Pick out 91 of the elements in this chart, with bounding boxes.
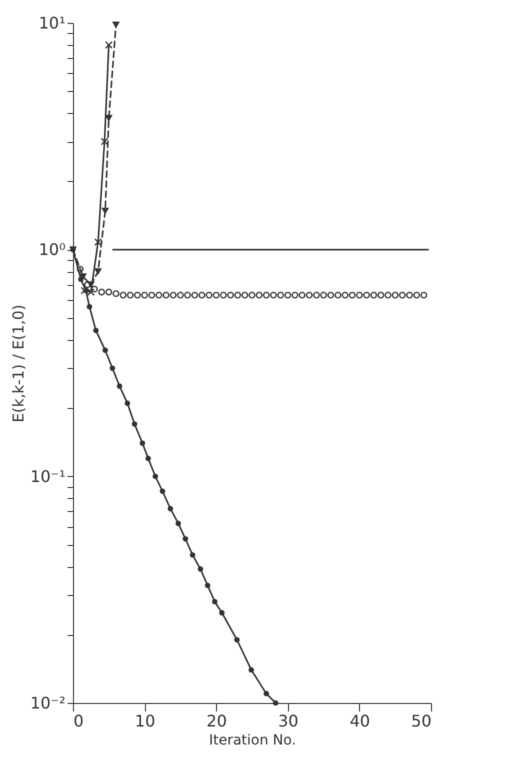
- x-axis-title: Iteration No.: [208, 732, 296, 748]
- x-tick-label: 50: [411, 712, 432, 730]
- point: [132, 421, 138, 427]
- point: [176, 520, 181, 526]
- point: [342, 292, 348, 299]
- point: [126, 292, 134, 299]
- point: [270, 292, 277, 299]
- point: [148, 292, 156, 299]
- point: [134, 292, 141, 299]
- y-tick-label: 10⁰: [38, 240, 66, 260]
- point: [219, 610, 225, 616]
- point: [212, 598, 218, 604]
- point: [93, 328, 99, 334]
- point: [94, 238, 102, 246]
- point: [76, 266, 84, 273]
- point: [284, 292, 292, 299]
- point: [198, 292, 206, 299]
- x-tick-label: 0: [74, 712, 84, 730]
- point: [248, 667, 254, 673]
- point: [87, 281, 95, 288]
- point: [184, 292, 191, 299]
- y-tick-label: 10⁻²: [30, 694, 66, 712]
- point: [264, 690, 270, 696]
- x-tick-label: 30: [278, 712, 298, 730]
- point: [277, 292, 284, 299]
- point: [94, 268, 102, 275]
- point: [227, 292, 234, 299]
- point: [298, 292, 306, 299]
- point: [248, 292, 256, 299]
- point: [98, 288, 106, 296]
- point: [116, 383, 122, 389]
- y-axis-title: E(k,k-1) / E(1,0): [9, 304, 28, 422]
- point: [256, 292, 263, 299]
- point: [102, 348, 108, 353]
- point: [313, 292, 320, 299]
- point: [120, 292, 127, 299]
- point: [100, 138, 108, 146]
- point: [220, 292, 227, 299]
- point: [156, 292, 162, 299]
- point: [398, 292, 406, 299]
- point: [334, 292, 342, 299]
- point: [162, 292, 170, 299]
- point: [112, 22, 120, 28]
- point: [105, 288, 112, 296]
- x-tick-label: 20: [206, 712, 227, 730]
- point: [413, 292, 420, 299]
- point: [370, 292, 378, 299]
- point: [84, 281, 91, 288]
- point: [152, 474, 158, 480]
- x-tick-label: 10: [134, 712, 156, 730]
- point: [212, 292, 220, 299]
- point: [177, 292, 184, 299]
- point: [141, 292, 148, 299]
- y-tick-label: 10⁻¹: [30, 466, 66, 486]
- point: [168, 506, 174, 512]
- point: [406, 292, 413, 299]
- point: [86, 304, 92, 310]
- point: [320, 292, 327, 299]
- point: [377, 292, 384, 299]
- point: [140, 440, 146, 446]
- point: [420, 292, 428, 299]
- point: [348, 292, 356, 299]
- point: [327, 292, 334, 299]
- point: [104, 41, 113, 49]
- point: [206, 292, 212, 299]
- point: [292, 292, 298, 299]
- point: [145, 456, 151, 462]
- point: [91, 286, 98, 292]
- point: [262, 292, 270, 299]
- point: [392, 292, 399, 299]
- point: [234, 292, 242, 299]
- point: [124, 400, 130, 406]
- point: [356, 292, 363, 299]
- point: [198, 566, 204, 572]
- point: [112, 290, 120, 297]
- point: [170, 292, 177, 299]
- point: [241, 292, 248, 299]
- x-tick-label: 40: [350, 712, 370, 730]
- point: [384, 292, 392, 299]
- point: [191, 292, 198, 299]
- point: [272, 700, 278, 706]
- point: [110, 365, 116, 371]
- point: [190, 552, 196, 558]
- point: [306, 292, 313, 299]
- y-tick-label: 10¹: [38, 14, 66, 32]
- point: [234, 637, 240, 643]
- point: [160, 488, 166, 494]
- point: [182, 536, 188, 542]
- point: [204, 582, 210, 588]
- point: [363, 292, 370, 299]
- point: [101, 208, 110, 214]
